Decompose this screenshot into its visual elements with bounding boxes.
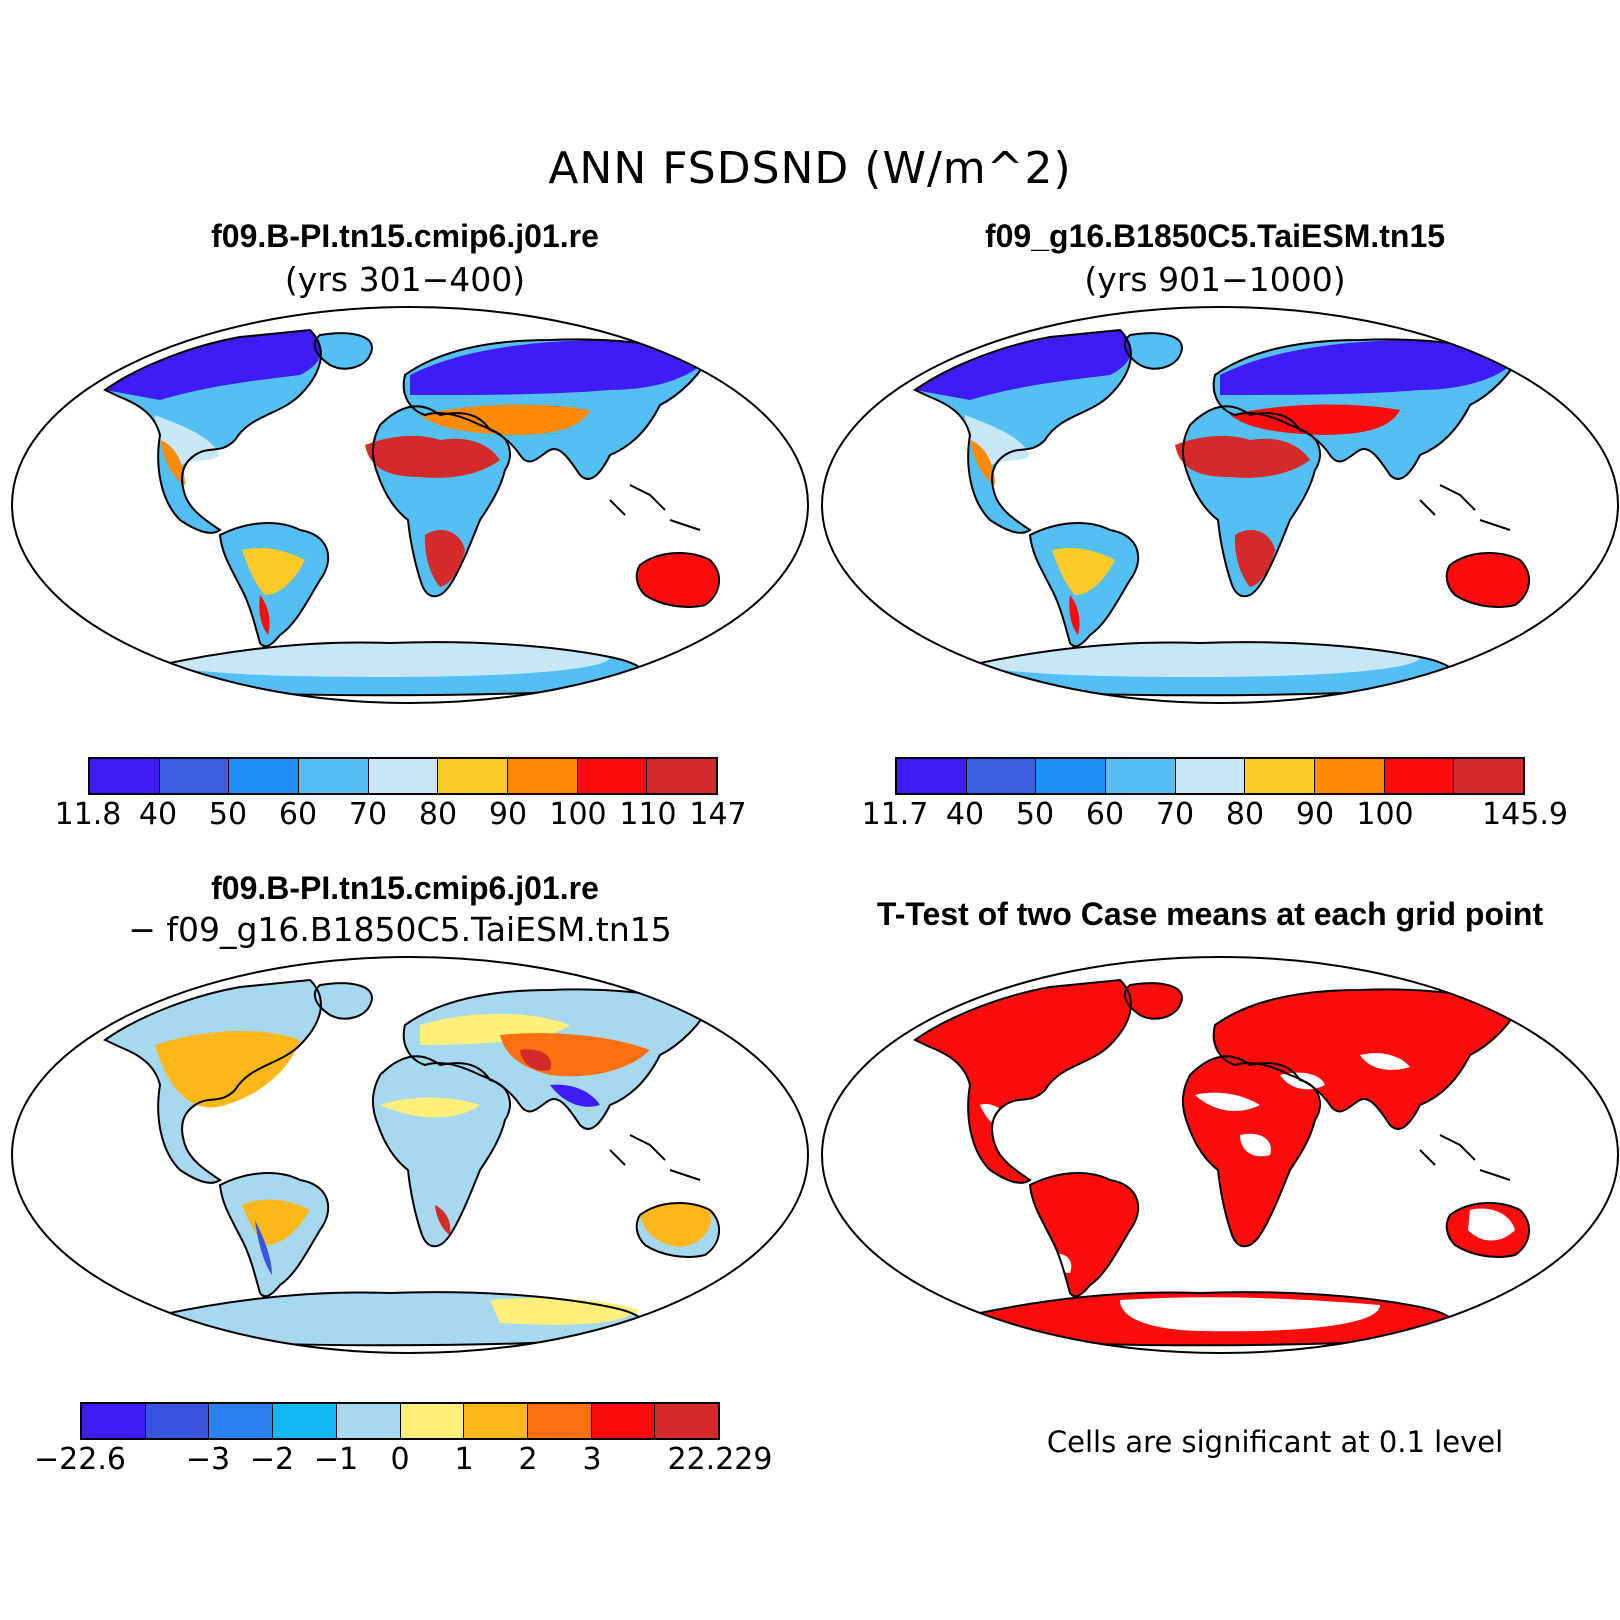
colorbar-tick-label: 60 (278, 797, 318, 832)
colorbar-cell (655, 1404, 719, 1438)
colorbar-tick-label: 40 (138, 797, 178, 832)
colorbar-diff (80, 1402, 720, 1440)
colorbar-tick-label: 3 (582, 1442, 602, 1477)
colorbar-cell (508, 759, 578, 793)
land-fill-case1 (105, 330, 720, 696)
colorbar-tick-label: 1 (454, 1442, 474, 1477)
colorbar-case2 (895, 757, 1525, 795)
colorbar-tick-label: 50 (1015, 797, 1055, 832)
panel-subtitle-case1: (yrs 301−400) (284, 260, 526, 299)
colorbar-tick-label: 80 (1225, 797, 1265, 832)
panel-subtitle-case2: (yrs 901−1000) (1084, 260, 1346, 299)
colorbar-cell (1454, 759, 1524, 793)
colorbar-cell (897, 759, 967, 793)
map-case2 (821, 306, 1619, 704)
colorbar-cell (273, 1404, 337, 1438)
colorbar-tick-label: 70 (348, 797, 388, 832)
colorbar-cell (400, 1404, 465, 1438)
significance-note: Cells are significant at 0.1 level (1046, 1425, 1504, 1459)
colorbar-cell (299, 759, 369, 793)
colorbar-cell (577, 759, 648, 793)
colorbar-tick-label: 2 (518, 1442, 538, 1477)
colorbar-tick-label: −3 (185, 1442, 231, 1477)
colorbar-tick-label: 40 (945, 797, 985, 832)
colorbar-tick-label: 11.7 (861, 797, 929, 832)
colorbar-cell (647, 759, 717, 793)
colorbar-case1-labels: 11.8 40 50 60 70 80 90 100 110 147 (55, 797, 747, 837)
colorbar-cell (229, 759, 300, 793)
land-fill-case2 (915, 330, 1530, 696)
colorbar-cell (591, 1404, 656, 1438)
colorbar-cell (90, 759, 160, 793)
colorbar-cell (1245, 759, 1316, 793)
figure-title: ANN FSDSND (W/m^2) (548, 143, 1072, 194)
panel-title-diff: f09.B-PI.tn15.cmip6.j01.re (211, 870, 599, 906)
colorbar-case1 (88, 757, 718, 795)
map-ttest (821, 956, 1619, 1354)
colorbar-tick-label: 90 (1295, 797, 1335, 832)
colorbar-cell (966, 759, 1037, 793)
colorbar-tick-label: 90 (488, 797, 528, 832)
colorbar-tick-label: −22.6 (34, 1442, 126, 1477)
colorbar-tick-label: 11.8 (54, 797, 122, 832)
colorbar-tick-label: −2 (249, 1442, 295, 1477)
colorbar-tick-label: 100 (549, 797, 607, 832)
colorbar-tick-label: −1 (313, 1442, 359, 1477)
land-fill-diff (105, 980, 720, 1346)
colorbar-cell (336, 1404, 401, 1438)
colorbar-tick-label: 70 (1155, 797, 1195, 832)
colorbar-case2-labels: 11.7 40 50 60 70 80 90 100 145.9 (862, 797, 1568, 837)
map-diff (11, 956, 809, 1354)
colorbar-tick-label: 60 (1085, 797, 1125, 832)
colorbar-cell (368, 759, 439, 793)
panel-title-case1: f09.B-PI.tn15.cmip6.j01.re (211, 218, 599, 254)
colorbar-diff-labels: −22.6 −3 −2 −1 0 1 2 3 22.229 (34, 1442, 772, 1482)
colorbar-cell (209, 1404, 274, 1438)
colorbar-tick-label: 50 (208, 797, 248, 832)
colorbar-tick-label: 110 (619, 797, 677, 832)
colorbar-cell (1384, 759, 1455, 793)
colorbar-cell (1106, 759, 1176, 793)
colorbar-tick-label: 147 (689, 797, 747, 832)
colorbar-tick-label: 100 (1356, 797, 1414, 832)
colorbar-cell (82, 1404, 146, 1438)
colorbar-cell (145, 1404, 210, 1438)
colorbar-tick-label: 80 (418, 797, 458, 832)
panel-title-ttest: T-Test of two Case means at each grid po… (876, 896, 1544, 932)
colorbar-cell (159, 759, 230, 793)
colorbar-tick-label: 0 (390, 1442, 410, 1477)
colorbar-cell (1036, 759, 1107, 793)
colorbar-cell (527, 1404, 592, 1438)
colorbar-tick-label: 22.229 (667, 1442, 773, 1477)
colorbar-tick-label: 145.9 (1482, 797, 1568, 832)
colorbar-cell (1315, 759, 1385, 793)
panel-subtitle-diff: − f09_g16.B1850C5.TaiESM.tn15 (128, 910, 672, 949)
map-case1 (11, 306, 809, 704)
panel-title-case2: f09_g16.B1850C5.TaiESM.tn15 (984, 218, 1446, 254)
colorbar-cell (438, 759, 509, 793)
colorbar-cell (464, 1404, 528, 1438)
colorbar-cell (1175, 759, 1246, 793)
